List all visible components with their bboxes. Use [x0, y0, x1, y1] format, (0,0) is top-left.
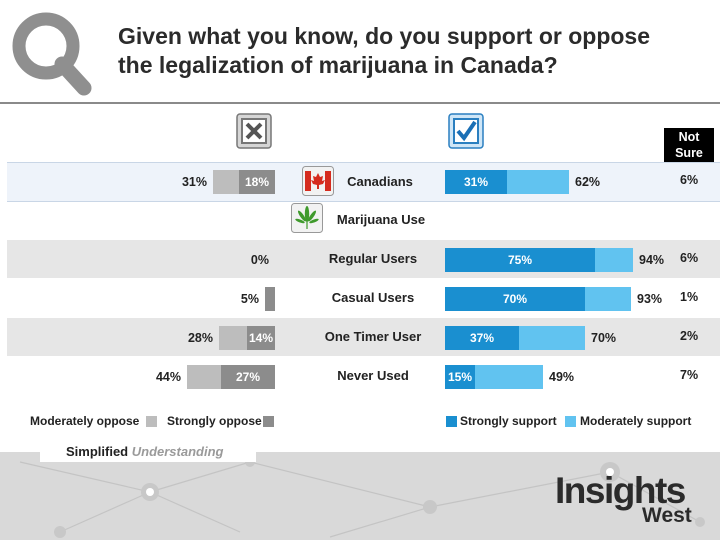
bar-label-strongly-oppose: 14% [248, 331, 274, 345]
bar-strongly-support [445, 365, 475, 389]
bar-moderately-oppose [219, 326, 247, 350]
bar-strongly-support [445, 170, 507, 194]
category-label: Regular Users [328, 251, 418, 266]
category-label: Casual Users [331, 290, 415, 305]
row-bg-onetimer [7, 318, 720, 356]
not-sure-value: 2% [680, 329, 699, 343]
oppose-total-label: 31% [181, 175, 207, 189]
tagline-understanding: Understanding [131, 444, 224, 459]
tagline: Simplified Understanding [66, 444, 223, 459]
brand-west: West [642, 504, 692, 527]
maple-leaf-flag-icon [302, 166, 334, 196]
bar-moderately-support [507, 170, 569, 194]
bar-label-strongly-support: 75% [507, 253, 533, 267]
category-label: Canadians [347, 174, 413, 189]
bar-label-strongly-support: 15% [447, 370, 473, 384]
not-sure-value: 7% [680, 368, 699, 382]
x-box-icon [236, 113, 272, 149]
category-label: Never Used [337, 368, 409, 383]
bar-strongly-oppose [221, 365, 275, 389]
legend-swatch-moderately-support [565, 416, 576, 427]
oppose-total-label: 0% [250, 253, 269, 267]
bar-moderately-support [519, 326, 585, 350]
footer-band [0, 452, 720, 540]
bar-strongly-support [445, 248, 595, 272]
page-title: Given what you know, do you support or o… [118, 23, 650, 78]
header: Given what you know, do you support or o… [0, 0, 720, 104]
bar-strongly-oppose [265, 287, 275, 311]
cannabis-leaf-icon [291, 203, 323, 233]
not-sure-value: 6% [680, 173, 699, 187]
not-sure-header: Not Sure [664, 128, 714, 163]
bar-label-strongly-support: 70% [502, 292, 528, 306]
bar-label-strongly-oppose: 27% [235, 370, 261, 384]
legend-swatch-strongly-oppose [263, 416, 274, 427]
bar-label-strongly-oppose: 18% [244, 175, 270, 189]
support-total-label: 70% [591, 331, 617, 345]
bar-moderately-oppose [187, 365, 221, 389]
not-sure-value: 1% [680, 290, 699, 304]
section-label: Marijuana Use [336, 212, 426, 227]
tagline-simplified: Simplified [66, 444, 129, 459]
legend-label-moderately-oppose: Moderately oppose [30, 414, 140, 428]
brand-insights: Insights [555, 470, 686, 511]
support-total-label: 94% [639, 253, 665, 267]
check-box-icon [448, 113, 484, 149]
not-sure-value: 6% [680, 251, 699, 265]
legend-label-strongly-oppose: Strongly oppose [167, 414, 262, 428]
row-bg-canadians [7, 162, 720, 202]
network-background-graphic [19, 457, 705, 538]
support-total-label: 62% [575, 175, 601, 189]
support-total-label: 93% [637, 292, 663, 306]
bar-strongly-oppose [239, 170, 275, 194]
bar-moderately-support [595, 248, 633, 272]
bar-moderately-support [585, 287, 631, 311]
category-label: One Timer User [324, 329, 422, 344]
oppose-total-label: 5% [240, 292, 259, 306]
magnifier-logo-icon [12, 12, 92, 96]
bar-strongly-support [445, 326, 519, 350]
simplified-band [40, 440, 256, 462]
legend-label-strongly-support: Strongly support [460, 414, 557, 428]
legend-swatch-strongly-support [446, 416, 457, 427]
bar-label-strongly-support: 31% [463, 175, 489, 189]
legend-label-moderately-support: Moderately support [580, 414, 692, 428]
bar-moderately-oppose [213, 170, 239, 194]
bar-strongly-support [445, 287, 585, 311]
legend-swatch-moderately-oppose [146, 416, 157, 427]
bar-strongly-oppose [247, 326, 275, 350]
bar-moderately-support [475, 365, 543, 389]
oppose-total-label: 28% [187, 331, 213, 345]
oppose-total-label: 44% [155, 370, 181, 384]
bar-label-strongly-support: 37% [469, 331, 495, 345]
support-total-label: 49% [549, 370, 575, 384]
